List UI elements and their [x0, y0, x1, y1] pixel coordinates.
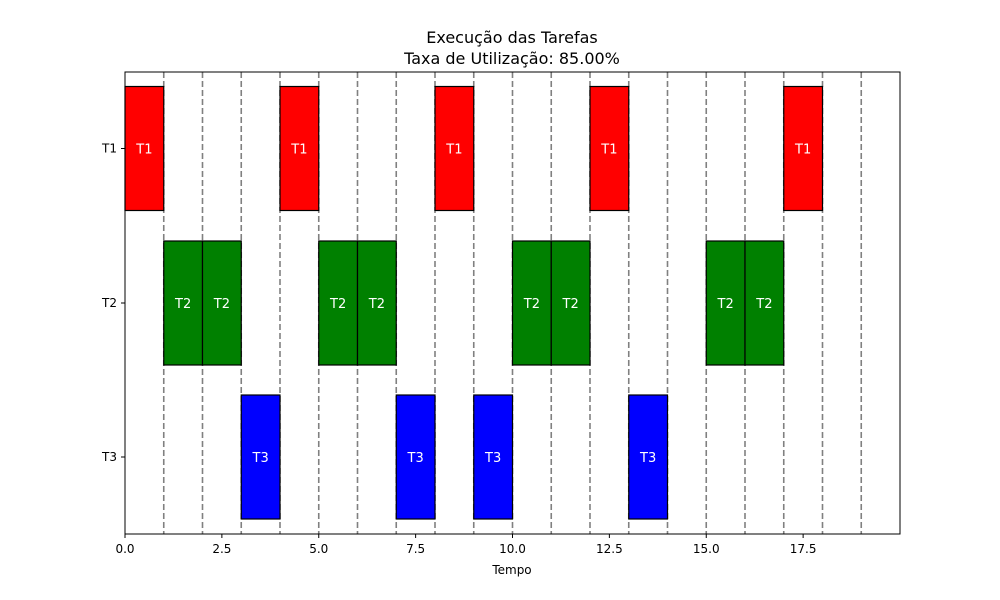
bar-label: T1 — [445, 143, 462, 158]
bar-label: T2 — [523, 297, 540, 312]
bar-label: T2 — [174, 297, 191, 312]
bar-label: T3 — [639, 451, 656, 466]
x-tick-label: 12.5 — [596, 542, 623, 556]
task-bar — [279, 85, 320, 212]
y-tick-label: T2 — [101, 296, 117, 310]
x-tick-label: 5.0 — [309, 542, 328, 556]
bar-label: T2 — [755, 297, 772, 312]
x-tick-label: 17.5 — [790, 542, 817, 556]
bar-label: T1 — [135, 143, 152, 158]
x-tick-label: 15.0 — [693, 542, 720, 556]
task-bar — [434, 85, 475, 212]
bar-label: T2 — [213, 297, 230, 312]
bar-label: T1 — [600, 143, 617, 158]
x-tick-label: 7.5 — [406, 542, 425, 556]
bar-label: T3 — [484, 451, 501, 466]
task-bar — [550, 240, 591, 366]
task-bar — [201, 240, 242, 366]
bar-label: T1 — [290, 143, 307, 158]
task-bar — [744, 240, 785, 366]
task-bars: T1 T1 T1 T1 T1 T2 T2 T2 T2 T2 T2 T2 T2 T3 T3 T3 T3 — [124, 85, 824, 520]
x-tick-label: 10.0 — [499, 542, 526, 556]
task-bar — [124, 85, 165, 212]
task-bar — [705, 240, 746, 366]
x-tick-label: 2.5 — [212, 542, 231, 556]
task-bar — [473, 394, 514, 520]
task-bar — [240, 394, 281, 520]
task-bar — [589, 85, 630, 212]
y-axis: T1 T2 T3 — [101, 142, 125, 464]
chart-title: Execução das Tarefas — [426, 28, 598, 47]
x-axis-label: Tempo — [491, 563, 531, 577]
bar-label: T2 — [562, 297, 579, 312]
bar-label: T1 — [794, 143, 811, 158]
chart-subtitle: Taxa de Utilização: 85.00% — [403, 49, 620, 68]
x-axis: 0.0 2.5 5.0 7.5 10.0 12.5 15.0 17.5 — [115, 534, 816, 556]
bar-label: T3 — [252, 451, 269, 466]
bar-label: T3 — [407, 451, 424, 466]
bar-label: T2 — [368, 297, 385, 312]
task-bar — [783, 85, 824, 212]
bar-label: T2 — [329, 297, 346, 312]
task-bar — [163, 240, 204, 366]
y-tick-label: T1 — [101, 142, 117, 156]
y-tick-label: T3 — [101, 450, 117, 464]
task-bar — [628, 394, 669, 520]
task-bar — [356, 240, 397, 366]
x-tick-label: 0.0 — [115, 542, 134, 556]
task-bar — [395, 394, 436, 520]
bar-label: T2 — [717, 297, 734, 312]
